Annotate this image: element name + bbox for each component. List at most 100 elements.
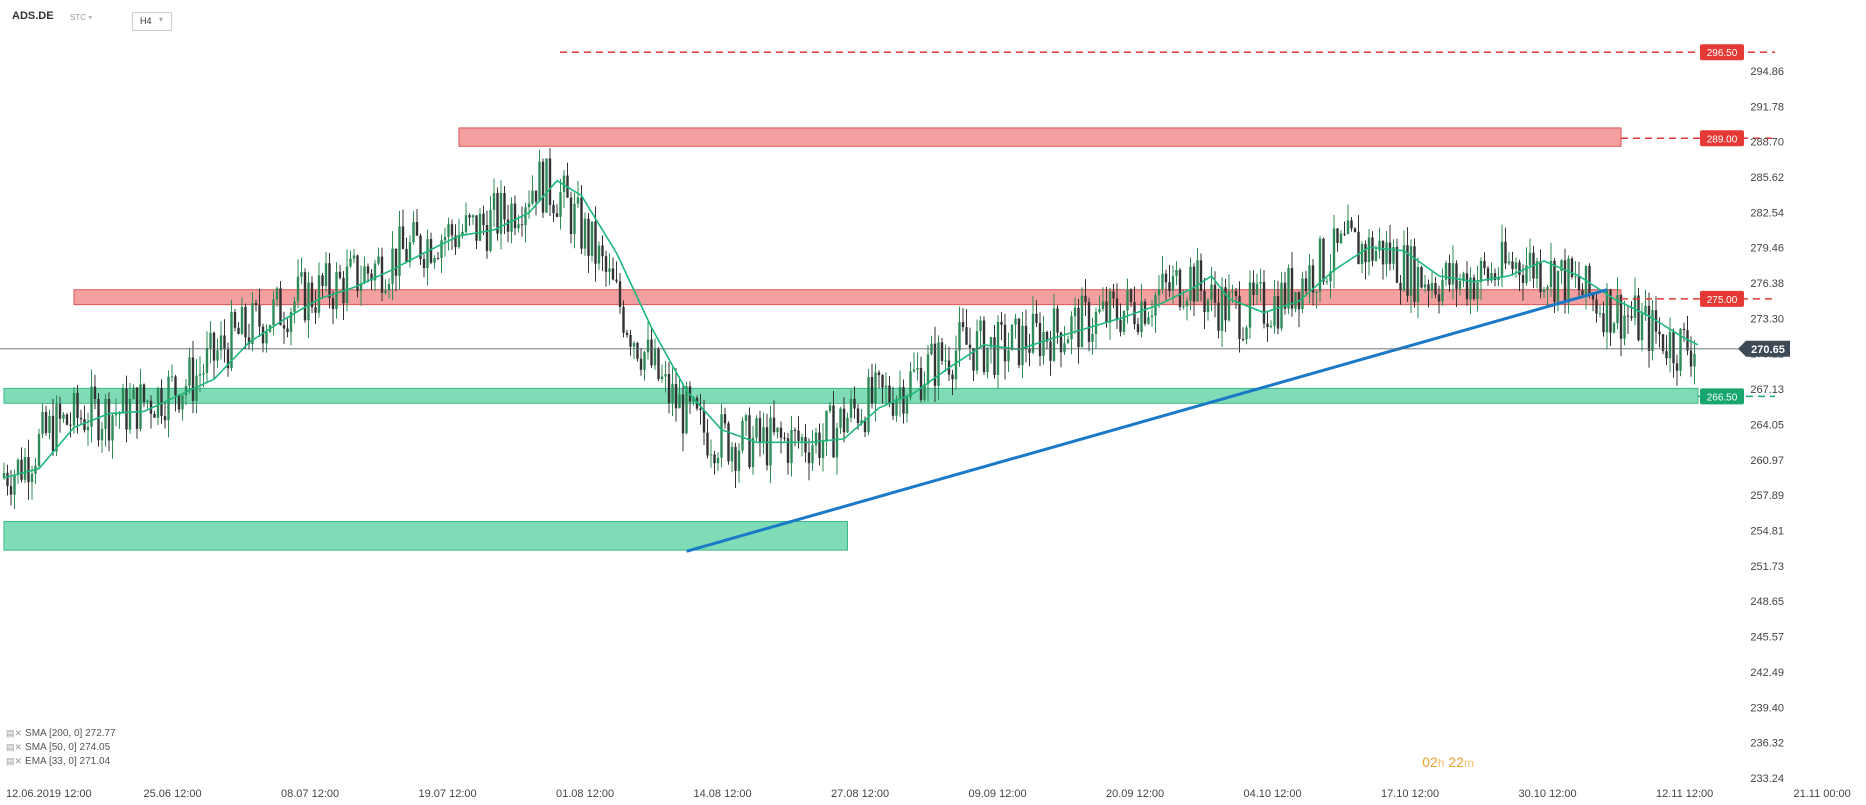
candle-body [100,429,104,441]
candle-body [296,276,300,302]
source-label[interactable]: STC ▾ [70,13,92,22]
candle-body [170,376,174,378]
indicator-name: SMA [25,742,47,753]
candle-body [1269,325,1273,328]
candle-body [1136,324,1140,333]
candle-body [261,326,265,344]
indicator-legend-ema33[interactable]: ▤✕ EMA [33, 0] 271.04 [6,756,110,767]
candle-body [1563,260,1567,303]
current-price-label: 270.65 [1751,344,1785,356]
candle-body [909,371,912,398]
candle-body [454,235,457,247]
candle-body [828,405,832,411]
candle-body [657,348,660,380]
candle-body [569,197,573,235]
candle-body [1521,274,1525,283]
candle-body [531,190,534,204]
candle-body [244,306,247,338]
candle-body [1570,258,1574,277]
indicator-settings-icon[interactable]: ▤✕ [6,756,23,766]
candle-body [692,397,695,402]
candle-body [1609,289,1612,333]
candle-body [174,376,177,396]
x-tick-label: 12.06.2019 12:00 [6,788,92,800]
candle-body [853,398,856,409]
candle-body [272,299,275,326]
indicator-params: [50, 0] [48,742,77,753]
candle-body [1175,269,1178,276]
candle-body [258,305,261,327]
candle-body [9,486,13,495]
candle-body [163,416,167,421]
candle-body [1049,341,1052,361]
candle-body [1168,282,1171,291]
indicator-settings-icon[interactable]: ▤✕ [6,728,23,738]
candle-body [1217,302,1220,331]
candle-body [1658,331,1661,335]
candle-body [366,266,370,274]
candle-body [1644,305,1647,314]
candle-body [338,271,342,278]
candle-body [1665,351,1668,359]
candle-body [387,283,391,291]
candle-body [1339,233,1343,243]
candle-body [1185,300,1189,307]
candle-body [1014,318,1017,325]
candle-body [1003,324,1007,362]
candle-body [681,394,685,434]
indicator-legend-sma50[interactable]: ▤✕ SMA [50, 0] 274.05 [6,742,110,753]
y-tick-label: 291.78 [1750,101,1784,113]
symbol-label[interactable]: ADS.DE [12,10,54,22]
candle-body [331,297,335,309]
candle-body [835,428,839,458]
candle-body [426,239,429,269]
candle-body [951,374,954,380]
candle-body [2,472,6,478]
candle-body [867,376,870,433]
candle-body [1045,332,1049,342]
y-tick-label: 248.65 [1750,596,1784,608]
candle-body [177,395,181,410]
candle-body [153,413,156,418]
candle-body [758,418,762,442]
candle-body [1623,315,1626,339]
candle-body [146,400,149,403]
level-label-box [1700,388,1744,405]
indicator-legend-sma200[interactable]: ▤✕ SMA [200, 0] 272.77 [6,728,116,739]
candle-body [23,456,27,480]
y-tick-label: 254.81 [1750,526,1784,538]
candle-body [1199,260,1203,291]
candle-body [503,192,506,220]
candle-body [373,263,377,281]
candle-body [223,335,226,350]
candle-body [1374,250,1378,261]
indicator-settings-icon[interactable]: ▤✕ [6,742,23,752]
timer-minutes: 22 [1448,754,1464,770]
candle-body [881,375,884,388]
candle-body [940,342,944,361]
candle-body [1245,327,1248,340]
candle-body [356,255,359,291]
candle-body [961,322,965,328]
candle-body [650,339,653,366]
candle-body [104,398,107,430]
candle-body [401,226,405,249]
candle-body [818,432,821,458]
candle-body [457,234,461,247]
candle-body [1119,319,1122,332]
candle-body [713,454,716,464]
candle-body [1567,258,1570,303]
candle-body [1451,263,1455,285]
candle-body [359,283,363,291]
candle-body [1052,308,1056,361]
candle-body [436,257,440,259]
candle-body [1672,331,1675,364]
candle-body [720,414,723,458]
candle-body [1360,243,1364,265]
candle-body [97,398,100,441]
y-tick-label: 242.49 [1750,667,1784,679]
timeframe-selector[interactable]: H4 ▾ [132,12,172,31]
candle-body [1161,273,1164,290]
candle-body [1098,309,1101,312]
